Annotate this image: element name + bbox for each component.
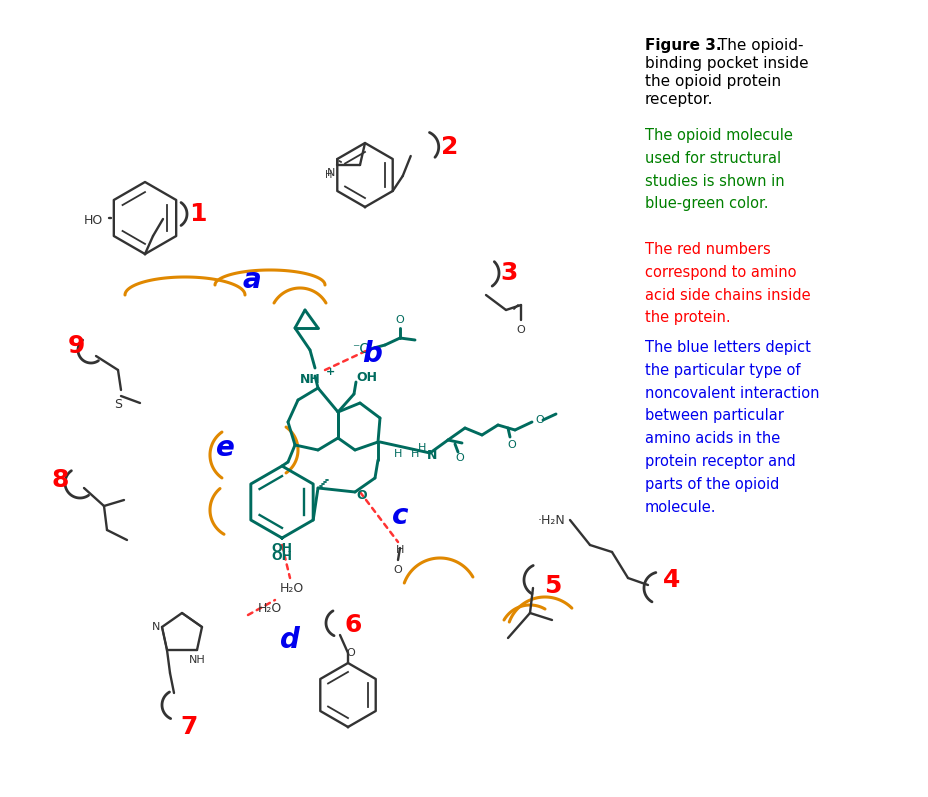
Text: H₂O: H₂O <box>258 602 282 614</box>
Text: 1: 1 <box>188 202 206 226</box>
Text: The blue letters depict
the particular type of
noncovalent interaction
between p: The blue letters depict the particular t… <box>644 340 818 515</box>
Text: O: O <box>395 315 404 325</box>
Text: H: H <box>325 170 332 180</box>
Text: 2: 2 <box>440 135 458 159</box>
Text: b: b <box>362 340 381 368</box>
Text: OH: OH <box>355 371 377 383</box>
Text: The opioid-: The opioid- <box>712 38 803 53</box>
Text: 8: 8 <box>52 468 69 492</box>
Text: O: O <box>455 453 464 463</box>
Text: OH: OH <box>271 550 292 563</box>
Text: Figure 3.: Figure 3. <box>644 38 721 53</box>
Text: c: c <box>392 502 408 530</box>
Text: N: N <box>151 622 160 632</box>
Text: NH: NH <box>188 655 205 665</box>
Text: ·H₂N: ·H₂N <box>536 513 564 527</box>
Text: +: + <box>326 367 335 377</box>
Text: binding pocket inside: binding pocket inside <box>644 56 807 71</box>
Text: O: O <box>356 489 367 501</box>
Text: the opioid protein: the opioid protein <box>644 74 780 89</box>
Text: a: a <box>242 266 261 294</box>
Text: H: H <box>418 443 426 453</box>
Text: O: O <box>346 648 355 658</box>
Text: 7: 7 <box>180 715 197 739</box>
Text: O: O <box>393 565 402 575</box>
Text: NH: NH <box>300 373 320 386</box>
Text: H: H <box>410 449 419 459</box>
Text: H: H <box>395 545 404 555</box>
Text: receptor.: receptor. <box>644 92 713 107</box>
Text: 3: 3 <box>499 261 517 285</box>
Text: 4: 4 <box>663 568 679 592</box>
Text: O: O <box>535 415 543 425</box>
Text: d: d <box>279 626 300 654</box>
Text: The opioid molecule
used for structural
studies is shown in
blue-green color.: The opioid molecule used for structural … <box>644 128 792 211</box>
Text: N: N <box>327 168 335 178</box>
Text: 9: 9 <box>68 334 84 358</box>
Text: O: O <box>507 440 516 450</box>
Text: OH: OH <box>271 542 292 555</box>
Text: O: O <box>516 325 525 335</box>
Text: ⁻O: ⁻O <box>352 342 369 356</box>
Text: HO: HO <box>84 214 103 226</box>
Text: N: N <box>426 449 437 461</box>
Text: H₂O: H₂O <box>279 582 303 595</box>
Text: 5: 5 <box>544 574 561 598</box>
Text: 6: 6 <box>344 613 362 637</box>
Text: e: e <box>215 434 234 462</box>
Text: H: H <box>393 449 402 459</box>
Text: The red numbers
correspond to amino
acid side chains inside
the protein.: The red numbers correspond to amino acid… <box>644 242 810 325</box>
Text: S: S <box>114 398 122 411</box>
